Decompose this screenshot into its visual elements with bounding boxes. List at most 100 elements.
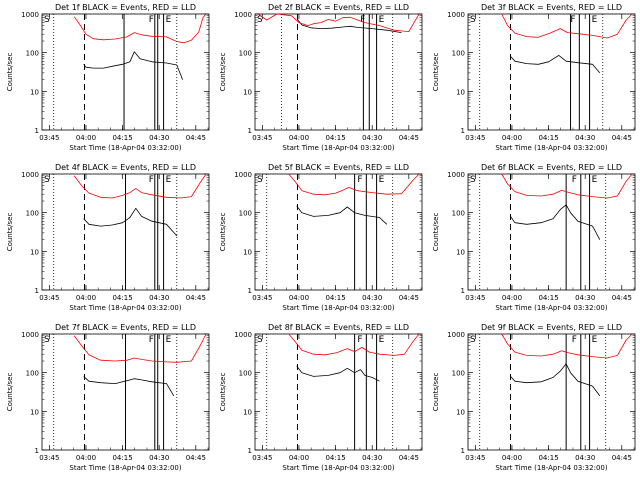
x-tick-label: 04:15 [325, 134, 345, 142]
events-series-line [510, 204, 601, 240]
chart-title: Det 9f BLACK = Events, RED = LLD [481, 323, 622, 332]
x-tick-label: 03:45 [465, 294, 485, 302]
y-tick-label: 10 [456, 248, 465, 256]
flare-marker-label: F [572, 335, 577, 345]
start-marker-label: S [257, 175, 263, 185]
x-axis-label: Start Time (18-Apr-04 03:32:00) [69, 144, 181, 152]
plot-frame [467, 173, 636, 291]
flare-marker-label: F [357, 175, 362, 185]
plot-frame [254, 173, 423, 291]
x-tick-label: 04:00 [502, 134, 522, 142]
end-marker-label: E [166, 15, 172, 25]
lld-series-line [501, 333, 633, 359]
end-marker-label: E [379, 175, 385, 185]
lld-series-line [73, 173, 207, 199]
start-marker-label: S [44, 335, 50, 345]
x-tick-label: 03:45 [39, 134, 59, 142]
end-marker-label: E [166, 335, 172, 345]
x-tick-label: 04:15 [112, 294, 132, 302]
x-tick-label: 03:45 [465, 134, 485, 142]
x-tick-label: 03:45 [252, 294, 272, 302]
y-tick-label: 10 [30, 408, 39, 416]
end-marker-label: E [379, 15, 385, 25]
y-tick-label: 10 [456, 408, 465, 416]
y-tick-label: 100 [26, 50, 39, 58]
y-tick-label: 1 [248, 447, 252, 455]
y-tick-label: 1 [248, 287, 252, 295]
y-tick-label: 1000 [234, 11, 252, 19]
chart-panel-7: Det 7f BLACK = Events, RED = LLD 1 10 100 10… [6, 323, 210, 472]
plot-frame [254, 333, 423, 451]
x-axis-label: Start Time (18-Apr-04 03:32:00) [282, 144, 394, 152]
chart-panel-9: Det 9f BLACK = Events, RED = LLD 1 10 100 10… [432, 323, 636, 472]
chart-panel-4: Det 4f BLACK = Events, RED = LLD 1 10 100 10… [6, 163, 210, 312]
y-tick-label: 100 [239, 210, 252, 218]
events-series-line [83, 376, 175, 397]
x-tick-label: 04:15 [538, 134, 558, 142]
plot-frame [467, 13, 636, 131]
x-tick-label: 04:30 [149, 134, 169, 142]
x-tick-label: 03:45 [39, 294, 59, 302]
lld-series-line [73, 13, 207, 44]
y-tick-label: 100 [452, 370, 465, 378]
end-marker-label: E [166, 175, 172, 185]
events-series-line [296, 365, 380, 382]
lld-series-line [501, 173, 633, 199]
x-tick-label: 04:00 [76, 294, 96, 302]
x-axis-label: Start Time (18-Apr-04 03:32:00) [282, 464, 394, 472]
plot-frame [41, 13, 210, 131]
y-axis-label: Counts/sec [6, 373, 14, 412]
y-tick-label: 1000 [447, 331, 465, 339]
end-marker-label: E [379, 335, 385, 345]
x-tick-label: 04:00 [289, 294, 309, 302]
end-marker-label: E [592, 335, 598, 345]
x-tick-label: 04:30 [362, 454, 382, 462]
y-tick-label: 1 [461, 287, 465, 295]
y-tick-label: 1000 [447, 171, 465, 179]
start-marker-label: S [470, 335, 476, 345]
y-tick-label: 1 [461, 127, 465, 135]
chart-title: Det 4f BLACK = Events, RED = LLD [55, 163, 196, 172]
x-tick-label: 04:30 [575, 134, 595, 142]
y-tick-label: 1000 [234, 171, 252, 179]
lld-series-line [288, 333, 420, 356]
y-tick-label: 1000 [234, 331, 252, 339]
flare-marker-label: F [149, 175, 154, 185]
x-tick-label: 04:00 [76, 454, 96, 462]
flare-marker-label: F [572, 175, 577, 185]
y-tick-label: 100 [239, 50, 252, 58]
x-tick-label: 04:00 [289, 134, 309, 142]
start-marker-label: S [470, 175, 476, 185]
x-tick-label: 04:15 [538, 454, 558, 462]
x-axis-label: Start Time (18-Apr-04 03:32:00) [69, 304, 181, 312]
chart-title: Det 2f BLACK = Events, RED = LLD [268, 3, 409, 12]
flare-marker-label: F [149, 15, 154, 25]
y-tick-label: 1000 [447, 11, 465, 19]
events-series-line [83, 207, 178, 237]
y-tick-label: 1 [461, 447, 465, 455]
y-axis-label: Counts/sec [219, 213, 227, 252]
x-tick-label: 04:45 [399, 294, 419, 302]
x-tick-label: 04:30 [575, 454, 595, 462]
start-marker-label: S [44, 15, 50, 25]
chart-title: Det 1f BLACK = Events, RED = LLD [55, 3, 196, 12]
lld-series-line [73, 333, 207, 363]
x-tick-label: 04:45 [186, 294, 206, 302]
chart-title: Det 5f BLACK = Events, RED = LLD [268, 163, 409, 172]
x-axis-label: Start Time (18-Apr-04 03:32:00) [69, 464, 181, 472]
y-tick-label: 100 [452, 50, 465, 58]
flare-marker-label: F [149, 335, 154, 345]
x-axis-label: Start Time (18-Apr-04 03:32:00) [495, 144, 607, 152]
chart-title: Det 3f BLACK = Events, RED = LLD [481, 3, 622, 12]
x-tick-label: 04:45 [399, 454, 419, 462]
x-tick-label: 03:45 [39, 454, 59, 462]
x-axis-label: Start Time (18-Apr-04 03:32:00) [495, 304, 607, 312]
x-tick-label: 04:30 [362, 294, 382, 302]
x-tick-label: 04:00 [289, 454, 309, 462]
x-tick-label: 04:45 [186, 454, 206, 462]
x-tick-label: 04:30 [575, 294, 595, 302]
y-tick-label: 10 [30, 88, 39, 96]
start-marker-label: S [257, 335, 263, 345]
plot-frame [467, 333, 636, 451]
